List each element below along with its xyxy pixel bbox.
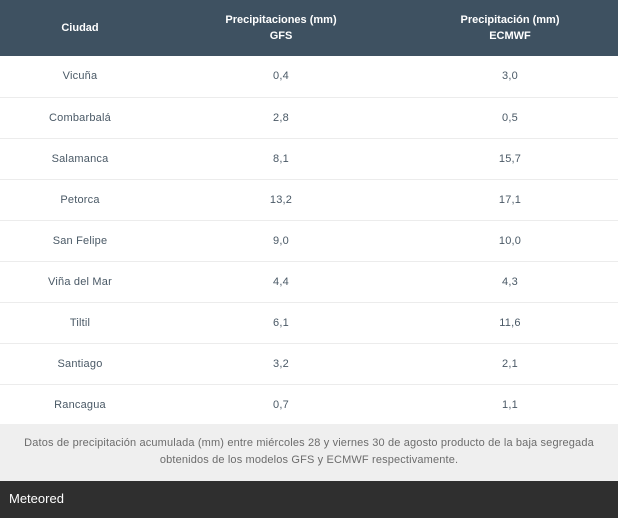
table-row: Combarbalá 2,8 0,5 xyxy=(0,97,618,138)
cell-gfs: 6,1 xyxy=(273,316,289,329)
header-ecmwf-line2: ECMWF xyxy=(489,30,531,42)
footer-bar: Meteored xyxy=(0,481,618,518)
header-city-label: Ciudad xyxy=(61,22,99,34)
cell-ecmwf: 0,5 xyxy=(502,111,518,124)
header-gfs-line2: GFS xyxy=(269,30,293,42)
cell-ecmwf: 2,1 xyxy=(502,357,518,370)
table-row: Santiago 3,2 2,1 xyxy=(0,343,618,384)
cell-city: Rancagua xyxy=(54,398,106,411)
cell-ecmwf: 1,1 xyxy=(502,398,518,411)
header-gfs-line1: Precipitaciones (mm) xyxy=(225,14,337,26)
cell-city: Petorca xyxy=(60,193,100,206)
cell-city: Viña del Mar xyxy=(48,275,112,288)
table-row: Salamanca 8,1 15,7 xyxy=(0,138,618,179)
cell-city: Santiago xyxy=(57,357,103,370)
cell-ecmwf: 17,1 xyxy=(498,193,522,206)
cell-gfs: 0,4 xyxy=(273,70,289,83)
cell-ecmwf: 4,3 xyxy=(502,275,518,288)
table-row: Tiltil 6,1 11,6 xyxy=(0,302,618,343)
header-gfs: Precipitaciones (mm) GFS xyxy=(160,0,402,56)
cell-city: Tiltil xyxy=(69,316,91,329)
table-body: Vicuña 0,4 3,0 Combarbalá 2,8 0,5 Salama… xyxy=(0,56,618,425)
cell-ecmwf: 10,0 xyxy=(498,234,522,247)
cell-ecmwf: 3,0 xyxy=(502,70,518,83)
cell-gfs: 8,1 xyxy=(273,152,289,165)
cell-gfs: 9,0 xyxy=(273,234,289,247)
header-city: Ciudad xyxy=(0,0,160,56)
cell-gfs: 4,4 xyxy=(273,275,289,288)
header-ecmwf: Precipitación (mm) ECMWF xyxy=(402,0,618,56)
cell-gfs: 3,2 xyxy=(273,357,289,370)
header-row: Ciudad Precipitaciones (mm) GFS Precipit… xyxy=(0,0,618,56)
table-row: Petorca 13,2 17,1 xyxy=(0,179,618,220)
cell-city: Salamanca xyxy=(51,152,109,165)
cell-city: Vicuña xyxy=(62,70,98,83)
cell-city: San Felipe xyxy=(52,234,108,247)
cell-ecmwf: 11,6 xyxy=(499,316,521,329)
header-ecmwf-line1: Precipitación (mm) xyxy=(460,14,560,26)
precipitation-table: Ciudad Precipitaciones (mm) GFS Precipit… xyxy=(0,0,618,425)
table-caption: Datos de precipitación acumulada (mm) en… xyxy=(0,424,618,481)
cell-gfs: 13,2 xyxy=(269,193,293,206)
cell-gfs: 2,8 xyxy=(273,111,289,124)
cell-city: Combarbalá xyxy=(49,111,111,124)
table-row: Vicuña 0,4 3,0 xyxy=(0,56,618,97)
table-row: San Felipe 9,0 10,0 xyxy=(0,220,618,261)
table-row: Rancagua 0,7 1,1 xyxy=(0,384,618,425)
cell-ecmwf: 15,7 xyxy=(498,152,522,165)
brand-link[interactable]: Meteored xyxy=(9,491,64,506)
table-header: Ciudad Precipitaciones (mm) GFS Precipit… xyxy=(0,0,618,56)
table-row: Viña del Mar 4,4 4,3 xyxy=(0,261,618,302)
cell-gfs: 0,7 xyxy=(273,398,289,411)
